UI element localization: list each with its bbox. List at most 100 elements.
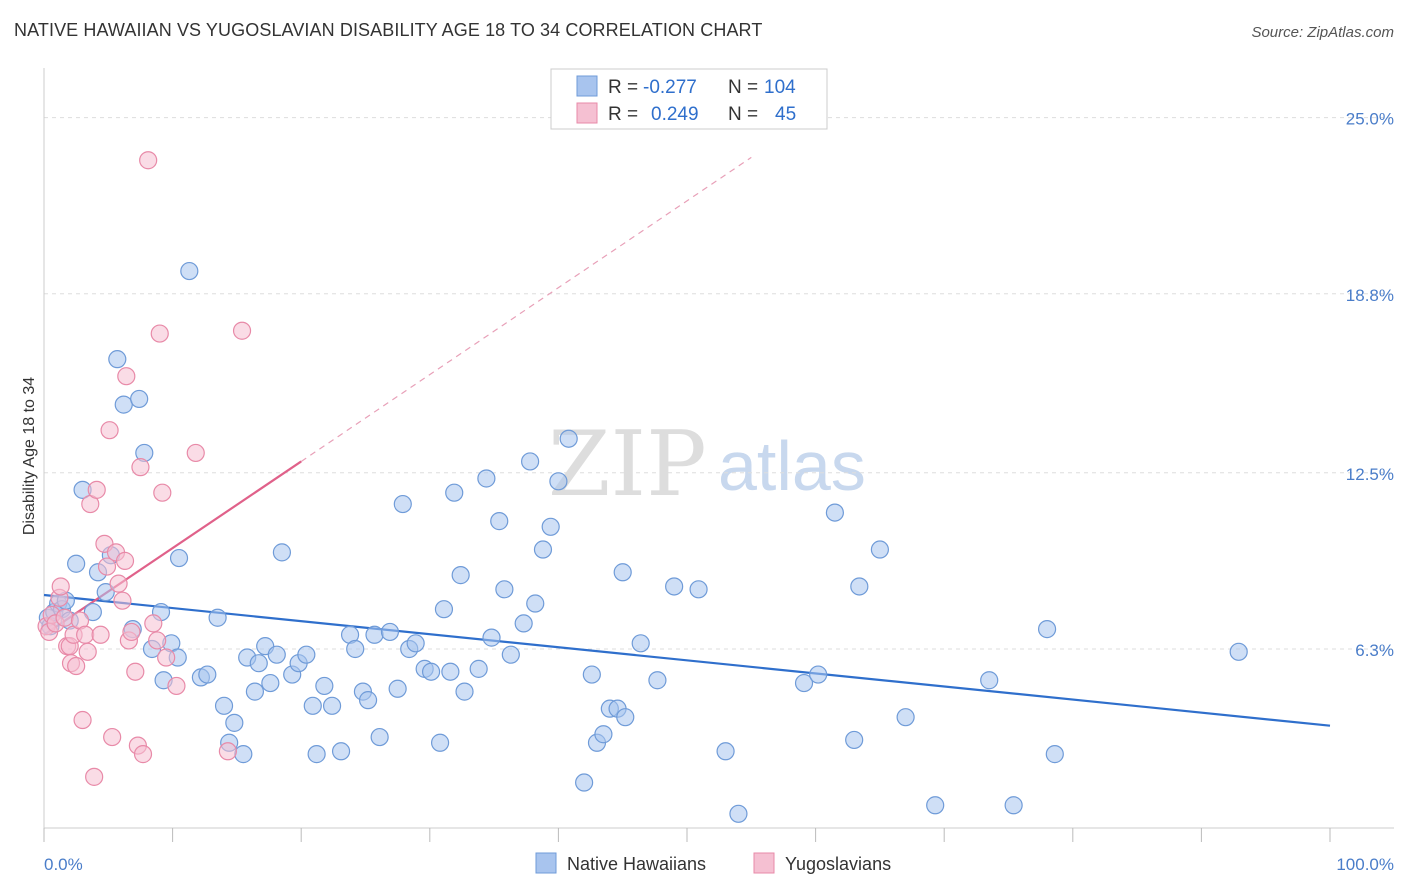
- point-native-hawaiian: [716, 742, 735, 761]
- point-yugoslavian: [87, 480, 106, 499]
- point-yugoslavian: [91, 625, 110, 644]
- chart-title: NATIVE HAWAIIAN VS YUGOSLAVIAN DISABILIT…: [14, 20, 763, 40]
- point-native-hawaiian: [794, 673, 814, 693]
- point-native-hawaiian: [521, 452, 540, 471]
- point-yugoslavian: [122, 622, 141, 642]
- point-yugoslavian: [148, 631, 167, 650]
- point-native-hawaiian: [169, 548, 189, 568]
- point-yugoslavian: [167, 676, 186, 696]
- trend-line-native-hawaiians: [43, 593, 1331, 727]
- point-native-hawaiian: [477, 469, 496, 488]
- point-native-hawaiian: [896, 708, 915, 727]
- watermark-atlas: atlas: [718, 427, 866, 505]
- point-yugoslavian: [109, 574, 128, 593]
- point-yugoslavian: [157, 648, 176, 667]
- point-yugoslavian: [139, 151, 158, 170]
- point-yugoslavian: [97, 557, 117, 576]
- point-native-hawaiian: [421, 662, 441, 681]
- watermark: ZIP atlas: [548, 412, 866, 517]
- point-native-hawaiian: [1229, 642, 1248, 661]
- point-native-hawaiian: [501, 645, 520, 664]
- series-legend: Native Hawaiians Yugoslavians: [535, 852, 891, 874]
- x-tick-label-max: 100.0%: [1336, 855, 1394, 874]
- legend-n-label-pink: N =: [728, 104, 758, 125]
- point-native-hawaiian: [114, 395, 133, 414]
- point-native-hawaiian: [307, 745, 326, 764]
- point-native-hawaiian: [1045, 745, 1064, 764]
- legend-n-value-blue: 104: [764, 77, 796, 98]
- point-native-hawaiian: [245, 682, 265, 701]
- point-yugoslavian: [117, 367, 136, 386]
- point-native-hawaiian: [249, 654, 268, 673]
- point-yugoslavian: [232, 321, 252, 340]
- point-native-hawaiian: [490, 512, 509, 531]
- point-native-hawaiian: [482, 628, 501, 647]
- point-native-hawaiian: [388, 679, 407, 698]
- y-tick-label: 18.8%: [1346, 286, 1394, 305]
- y-tick-label: 6.3%: [1355, 641, 1394, 660]
- point-native-hawaiian: [267, 645, 286, 664]
- point-yugoslavian: [115, 551, 135, 570]
- point-native-hawaiian: [180, 261, 199, 281]
- point-native-hawaiian: [559, 429, 578, 448]
- point-native-hawaiian: [665, 577, 684, 596]
- point-yugoslavian: [100, 421, 119, 440]
- point-yugoslavian: [55, 608, 74, 627]
- point-native-hawaiian: [225, 713, 244, 732]
- point-native-hawaiian: [616, 708, 635, 727]
- point-native-hawaiian: [445, 483, 464, 502]
- point-native-hawaiian: [980, 671, 999, 690]
- point-native-hawaiian: [495, 580, 514, 599]
- source-credit: Source: ZipAtlas.com: [1251, 24, 1394, 41]
- point-native-hawaiian: [83, 602, 102, 622]
- legend-r-value-pink: 0.249: [651, 104, 699, 125]
- point-native-hawaiian: [358, 691, 378, 710]
- point-native-hawaiian: [406, 634, 425, 653]
- point-native-hawaiian: [214, 696, 234, 715]
- point-native-hawaiian: [434, 600, 454, 619]
- point-yugoslavian: [85, 767, 104, 786]
- point-yugoslavian: [76, 625, 95, 644]
- point-yugoslavian: [133, 745, 153, 764]
- point-native-hawaiian: [729, 804, 748, 823]
- point-native-hawaiian: [926, 796, 945, 815]
- grid: [44, 117, 1394, 650]
- point-native-hawaiian: [108, 350, 127, 369]
- point-native-hawaiian: [1037, 619, 1057, 639]
- point-native-hawaiian: [346, 639, 365, 659]
- point-native-hawaiian: [870, 540, 890, 559]
- point-native-hawaiian: [594, 725, 613, 744]
- series-legend-label-pink: Yugoslavians: [785, 854, 891, 874]
- legend: R = -0.277 N = 104 R = 0.249 N = 45: [550, 68, 828, 130]
- series-legend-swatch-pink: [753, 852, 775, 874]
- point-native-hawaiian: [365, 625, 384, 644]
- data-points: [37, 151, 1248, 823]
- point-native-hawaiian: [380, 622, 400, 642]
- point-yugoslavian: [67, 656, 86, 676]
- y-tick-label: 12.5%: [1346, 465, 1394, 484]
- point-native-hawaiian: [613, 563, 632, 582]
- point-native-hawaiian: [430, 733, 450, 752]
- point-native-hawaiian: [208, 608, 227, 627]
- point-native-hawaiian: [455, 682, 474, 701]
- legend-swatch-pink: [576, 102, 598, 124]
- point-native-hawaiian: [303, 696, 322, 715]
- point-native-hawaiian: [541, 517, 560, 536]
- point-yugoslavian: [218, 742, 237, 761]
- point-yugoslavian: [144, 614, 163, 633]
- point-native-hawaiian: [441, 662, 460, 681]
- point-yugoslavian: [51, 577, 70, 596]
- point-native-hawaiian: [393, 494, 412, 514]
- point-native-hawaiian: [451, 566, 470, 585]
- point-yugoslavian: [126, 662, 145, 681]
- point-native-hawaiian: [526, 594, 545, 613]
- legend-r-label-blue: R =: [608, 77, 638, 98]
- trend-line-yugoslavians-extension: [300, 156, 752, 462]
- legend-r-label-pink: R =: [608, 104, 638, 125]
- point-native-hawaiian: [469, 659, 488, 678]
- y-tick-labels: 6.3% 12.5% 18.8% 25.0%: [1346, 110, 1394, 660]
- point-native-hawaiian: [67, 554, 86, 573]
- axes: [43, 68, 1394, 842]
- y-axis-label: Disability Age 18 to 34: [21, 377, 38, 535]
